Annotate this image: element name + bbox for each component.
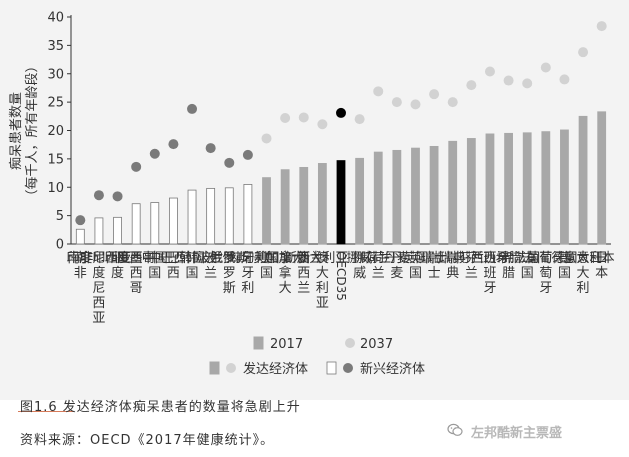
dot-2037: [503, 75, 514, 86]
dot-2037: [522, 78, 533, 89]
legend-swatch-developed-bar: [209, 361, 220, 375]
legend-dot-2037: [345, 338, 355, 348]
legend-label-developed: 发达经济体: [243, 361, 308, 377]
bar-2017: [355, 157, 365, 245]
bar-2017: [560, 129, 569, 245]
dot-2037: [540, 62, 551, 73]
dot-2037: [75, 215, 86, 226]
bar-2017: [485, 133, 495, 245]
x-tick-label: OECD35: [334, 251, 348, 301]
bar-2017: [466, 138, 476, 245]
bar-2017: [131, 203, 141, 245]
wechat-icon: [447, 423, 463, 436]
dot-2037: [187, 103, 198, 114]
source-note: 资料来源：OECD《2017年健康统计》。: [20, 433, 275, 448]
dot-2037: [484, 66, 495, 77]
legend-swatch-emerging-bar: [326, 361, 337, 375]
dot-2037: [578, 47, 589, 58]
legend-swatch-2017: [253, 336, 264, 350]
y-tick-label: 5: [56, 209, 64, 224]
y-tick-label: 25: [47, 96, 64, 111]
bar-2017: [429, 145, 439, 245]
dot-2037: [410, 99, 421, 110]
bar-2017: [522, 132, 532, 245]
bar-2017: [280, 169, 290, 245]
dot-2037: [149, 148, 160, 159]
bar-2017: [336, 160, 346, 245]
legend-label-2017: 2017: [270, 337, 303, 352]
bar-2017: [113, 216, 122, 245]
dot-2037: [354, 114, 365, 125]
bar-2017: [578, 115, 588, 245]
dot-2037: [317, 119, 328, 130]
dot-2037: [596, 21, 607, 32]
watermark: 左邦酷新主票盛: [447, 421, 625, 441]
dot-2037: [280, 113, 291, 124]
dot-2037: [261, 133, 272, 144]
bar-2017: [448, 140, 458, 245]
bar-2017: [169, 197, 178, 245]
bar-2017: [299, 166, 309, 245]
dot-2037: [131, 161, 142, 172]
chart-area: 0 5 10 15 20 25 30 35 40 南非南非 印度尼西亚印度尼西亚 印度印度 墨西哥墨西…: [0, 0, 629, 400]
dot-2037: [205, 143, 216, 154]
dot-2037: [559, 74, 570, 85]
legend-swatch-developed-dot: [226, 363, 236, 373]
bar-2017: [94, 217, 104, 245]
dot-2037: [429, 89, 440, 100]
dot-2037: [391, 97, 402, 108]
y-tick-label: 40: [47, 11, 64, 26]
dot-2037: [168, 139, 179, 150]
y-tick-label: 15: [47, 152, 64, 167]
y-tick-label: 35: [47, 39, 64, 54]
legend-swatch-emerging-dot: [343, 363, 353, 373]
y-tick-label: 20: [47, 124, 64, 139]
bar-2017: [206, 187, 216, 245]
bar-2017: [411, 147, 420, 245]
dot-2037: [466, 80, 477, 91]
bar-2017: [392, 149, 402, 245]
bar-2017: [262, 177, 271, 245]
bar-2017: [75, 228, 85, 245]
dot-2037: [298, 112, 309, 123]
bar-2017: [504, 132, 513, 245]
y-tick-label: 10: [47, 181, 64, 196]
caption-divider: [18, 411, 74, 412]
bar-2017: [187, 189, 197, 245]
dot-2037: [224, 157, 235, 168]
dot-2037: [447, 97, 458, 108]
y-axis-label: 痴呆患者数量: [8, 92, 24, 170]
y-tick-label: 30: [47, 67, 64, 82]
bar-2017: [373, 151, 383, 245]
legend-label-2037: 2037: [360, 337, 393, 352]
bar-2017: [243, 184, 253, 245]
y-axis-label-unit: （每千人，所有年龄段）: [24, 59, 40, 202]
dot-2037: [112, 191, 123, 202]
bar-2017: [317, 163, 327, 245]
bar-2017: [150, 202, 160, 245]
figure-caption: 图1.6 发达经济体痴呆患者的数量将急剧上升: [20, 400, 301, 415]
legend-label-emerging: 新兴经济体: [360, 361, 425, 377]
dot-2037: [373, 86, 384, 97]
bar-2017: [541, 131, 551, 245]
dot-2037: [93, 190, 104, 201]
y-tick-label: 0: [56, 238, 64, 253]
bar-2017: [224, 187, 234, 245]
dot-2037: [242, 149, 253, 160]
x-tick-label: 日本日本: [589, 251, 615, 281]
bar-2017: [597, 111, 607, 245]
dot-2037: [336, 107, 346, 118]
watermark-text: 左邦酷新主票盛: [471, 426, 563, 441]
